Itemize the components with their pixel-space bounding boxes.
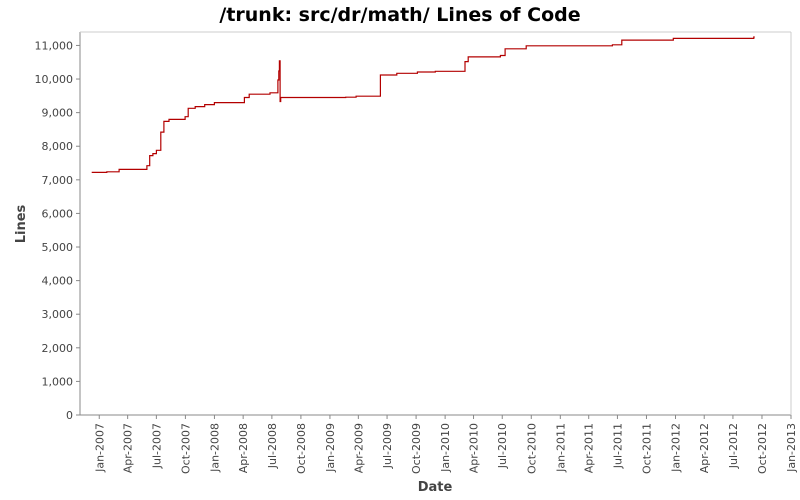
x-tick-label: Jan-2009: [324, 423, 337, 473]
x-tick-label: Apr-2010: [468, 423, 481, 473]
y-tick-label: 4,000: [42, 275, 74, 288]
x-tick-label: Jan-2008: [208, 423, 221, 473]
x-tick-label: Apr-2012: [698, 423, 711, 473]
x-tick-label: Apr-2008: [237, 423, 250, 473]
x-tick-label: Jul-2008: [266, 423, 279, 469]
x-tick-label: Oct-2010: [525, 423, 538, 474]
y-tick-label: 5,000: [42, 241, 74, 254]
y-axis-title: Lines: [14, 204, 29, 243]
y-tick-label: 9,000: [42, 107, 74, 120]
y-ticks: 0 1,000 2,000 3,000 4,000 5,000 6,000 7,000 8,00…: [35, 39, 80, 422]
series-line-lines: [91, 36, 755, 173]
x-tick-label: Oct-2011: [640, 423, 653, 474]
x-tick-label: Oct-2008: [295, 423, 308, 474]
y-tick-label: 6,000: [42, 207, 74, 220]
y-tick-label: 1,000: [42, 375, 74, 388]
x-tick-label: Jul-2011: [611, 423, 624, 469]
x-tick-label: Apr-2009: [352, 423, 365, 473]
x-tick-label: Jul-2010: [496, 423, 509, 469]
x-tick-label: Jan-2007: [93, 423, 106, 473]
y-tick-label: 8,000: [42, 140, 74, 153]
y-tick-label: 0: [66, 409, 73, 422]
x-tick-label: Jul-2009: [381, 423, 394, 469]
chart-title: /trunk: src/dr/math/ Lines of Code: [219, 4, 581, 26]
y-tick-label: 3,000: [42, 308, 74, 321]
plot-area: [80, 32, 791, 415]
y-tick-label: 10,000: [35, 73, 74, 86]
x-ticks: Jan-2007 Apr-2007 Jul-2007 Oct-2007 Jan-2008…: [93, 415, 798, 474]
x-axis-title: Date: [418, 480, 453, 495]
x-tick-label: Jul-2012: [727, 423, 740, 469]
x-tick-label: Jan-2011: [554, 423, 567, 473]
x-tick-label: Jul-2007: [150, 423, 163, 469]
x-tick-label: Jan-2012: [669, 423, 682, 473]
y-tick-label: 2,000: [42, 342, 74, 355]
y-tick-label: 7,000: [42, 174, 74, 187]
x-tick-label: Oct-2007: [179, 423, 192, 474]
x-tick-label: Apr-2011: [583, 423, 596, 473]
x-tick-label: Oct-2009: [410, 423, 423, 474]
y-tick-label: 11,000: [35, 39, 74, 52]
x-tick-label: Apr-2007: [122, 423, 135, 473]
x-tick-label: Oct-2012: [756, 423, 769, 474]
x-tick-label: Jan-2013: [785, 423, 798, 473]
x-tick-label: Jan-2010: [439, 423, 452, 473]
